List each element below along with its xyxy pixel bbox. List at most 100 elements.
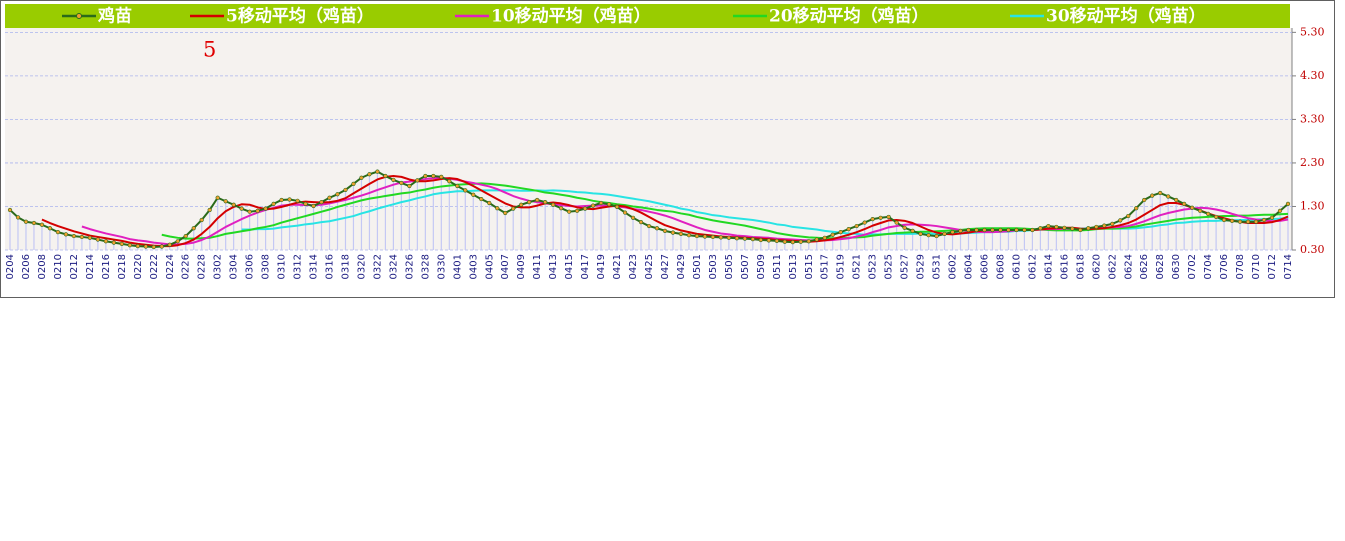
point-marker (1094, 224, 1099, 230)
point-marker (79, 234, 84, 240)
point-marker (1190, 205, 1195, 210)
point-marker (1269, 215, 1275, 220)
point-marker (7, 207, 13, 213)
point-marker (559, 206, 564, 211)
x-tick-label: 0501 (692, 254, 703, 279)
point-marker (862, 220, 867, 225)
x-tick-label: 0529 (916, 254, 927, 279)
point-marker (1158, 190, 1163, 196)
point-marker (1198, 208, 1203, 213)
point-marker (1134, 206, 1139, 211)
point-marker (734, 236, 739, 241)
point-marker (231, 202, 236, 207)
x-tick-label: 0214 (85, 254, 96, 279)
point-marker (718, 235, 723, 240)
x-tick-label: 0224 (165, 254, 176, 279)
point-marker (1237, 219, 1243, 224)
point-marker (495, 206, 500, 211)
x-tick-label: 0429 (676, 254, 687, 279)
point-marker (255, 208, 260, 213)
point-marker (439, 174, 444, 179)
x-tick-label: 0604 (964, 254, 975, 279)
y-tick-label: 1.30 (1300, 199, 1325, 212)
legend-label: 30移动平均（鸡苗） (1046, 6, 1206, 27)
point-marker (982, 227, 987, 233)
point-marker (575, 208, 580, 213)
x-tick-label: 0212 (69, 254, 80, 279)
point-marker (926, 233, 931, 238)
point-marker (279, 197, 284, 203)
point-marker (790, 240, 795, 245)
point-marker (119, 241, 124, 247)
point-marker (878, 215, 883, 220)
point-marker (319, 200, 324, 205)
point-marker (415, 178, 420, 183)
point-marker (1046, 223, 1051, 229)
x-tick-label: 0614 (1043, 254, 1054, 279)
x-tick-label: 0525 (884, 254, 895, 279)
point-marker (39, 222, 45, 227)
x-tick-label: 0602 (948, 254, 959, 279)
x-tick-label: 0509 (756, 254, 767, 279)
point-marker (295, 198, 300, 203)
x-tick-label: 0616 (1059, 254, 1070, 279)
x-tick-label: 0624 (1123, 254, 1134, 279)
x-tick-label: 0318 (340, 254, 351, 279)
point-marker (646, 223, 652, 229)
x-tick-label: 0523 (868, 254, 879, 279)
x-tick-label: 0320 (356, 254, 367, 279)
point-marker (247, 209, 252, 214)
point-marker (519, 202, 524, 207)
point-marker (702, 234, 708, 239)
point-marker (335, 192, 340, 197)
x-tick-label: 0330 (436, 254, 447, 279)
point-marker (798, 239, 803, 244)
point-marker (726, 235, 731, 240)
point-marker (271, 201, 276, 206)
point-marker (750, 237, 755, 242)
point-marker (127, 243, 132, 248)
x-tick-label: 0626 (1139, 254, 1150, 279)
point-marker (1182, 201, 1187, 206)
point-marker (1206, 211, 1211, 216)
point-marker (15, 215, 21, 220)
x-tick-label: 0517 (820, 254, 831, 279)
legend-label: 10移动平均（鸡苗） (491, 6, 651, 27)
point-marker (902, 225, 907, 230)
x-tick-label: 0222 (149, 254, 160, 279)
x-tick-label: 0511 (772, 254, 783, 279)
point-marker (471, 192, 476, 197)
x-tick-label: 0708 (1235, 254, 1246, 279)
point-marker (1229, 218, 1235, 223)
point-marker (678, 231, 684, 236)
point-marker (1006, 227, 1011, 233)
point-marker (479, 196, 484, 202)
point-marker (327, 195, 332, 200)
point-marker (910, 228, 915, 233)
y-tick-label: 3.30 (1300, 112, 1325, 125)
point-marker (854, 223, 859, 229)
point-marker (343, 187, 348, 193)
x-tick-label: 0328 (420, 254, 431, 279)
point-marker (263, 206, 268, 211)
point-marker (399, 180, 404, 186)
point-marker (1214, 214, 1219, 220)
point-marker (1261, 217, 1267, 223)
point-marker (503, 210, 508, 216)
point-marker (870, 216, 875, 222)
point-marker (630, 215, 636, 220)
x-tick-label: 0630 (1171, 254, 1182, 279)
point-marker (543, 200, 548, 205)
point-marker (1245, 219, 1251, 224)
point-marker (1126, 213, 1131, 219)
point-marker (886, 214, 891, 220)
x-tick-label: 0618 (1075, 254, 1086, 279)
x-tick-label: 0216 (101, 254, 112, 279)
x-tick-label: 0204 (5, 254, 16, 279)
x-tick-label: 0310 (277, 254, 288, 279)
x-tick-label: 0226 (181, 254, 192, 279)
point-marker (199, 217, 204, 223)
point-marker (1277, 208, 1283, 213)
point-marker (1030, 227, 1035, 233)
x-tick-label: 0606 (979, 254, 990, 279)
